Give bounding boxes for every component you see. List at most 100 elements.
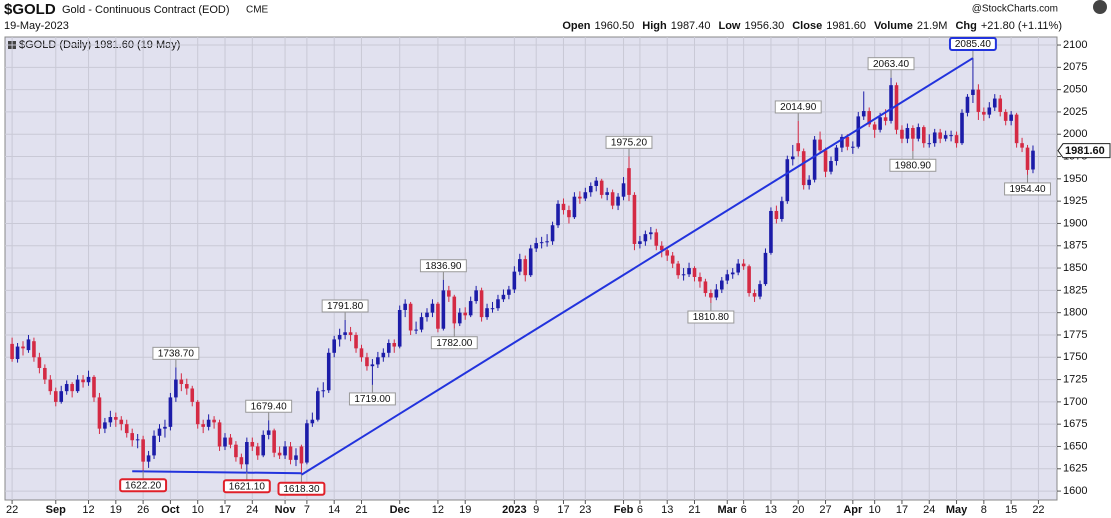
candle-body — [447, 290, 451, 297]
x-tick-label: 8 — [981, 504, 987, 516]
candle-body — [348, 332, 353, 335]
candle-body — [916, 127, 921, 139]
x-tick-label: Apr — [843, 504, 863, 516]
candle-body — [567, 210, 571, 218]
candle-body — [512, 271, 517, 290]
candle-body — [796, 143, 801, 152]
candle-body — [430, 303, 435, 313]
annotation-box — [889, 158, 937, 172]
candle-body — [130, 433, 135, 441]
candle-body — [572, 196, 577, 218]
candle-body — [479, 290, 484, 318]
candle-body — [894, 85, 899, 130]
annotation-box — [348, 392, 396, 406]
y-tick-label: 1925 — [1063, 195, 1087, 207]
candle-body — [92, 376, 96, 398]
candle-body — [720, 280, 724, 290]
candle-body — [496, 299, 500, 309]
x-tick-label: 13 — [661, 504, 673, 516]
candle-body — [64, 384, 69, 392]
annotation-box — [321, 299, 369, 313]
candle-body — [714, 289, 719, 298]
candle-body — [840, 136, 844, 148]
y-tick-label: 1850 — [1063, 262, 1087, 274]
candle-body — [752, 293, 757, 297]
candle-body — [812, 139, 817, 180]
annotation-box — [774, 100, 822, 114]
stat-label: Open — [562, 20, 590, 32]
x-tick-label: 7 — [304, 504, 310, 516]
candle-body — [528, 248, 533, 276]
candle-body — [266, 430, 271, 435]
candle-body — [190, 388, 195, 402]
candle-body — [97, 397, 102, 429]
candle-body — [474, 290, 478, 302]
x-tick-label: 2023 — [502, 504, 526, 516]
candle-body — [851, 146, 855, 148]
candle-body — [1031, 150, 1035, 170]
x-tick-label: 23 — [579, 504, 591, 516]
x-tick-label: Mar — [717, 504, 737, 516]
annotation-box — [687, 310, 735, 324]
x-tick-label: Oct — [161, 504, 180, 516]
candle-body — [310, 419, 315, 424]
candle-body — [965, 96, 970, 113]
candle-body — [932, 132, 937, 144]
y-tick-label: 1725 — [1063, 373, 1087, 385]
candle-body — [206, 419, 211, 427]
annotation-box — [277, 481, 326, 496]
x-tick-label: 24 — [246, 504, 258, 516]
stat-value: 1956.30 — [744, 20, 784, 32]
candle-body — [790, 156, 795, 160]
x-tick-label: 22 — [1032, 504, 1044, 516]
y-tick-label: 2075 — [1063, 61, 1087, 73]
candle-body — [179, 379, 184, 385]
trendline — [132, 470, 302, 475]
annotation-label: 2063.40 — [873, 59, 910, 70]
candle-body — [184, 384, 189, 389]
candle-body — [556, 203, 560, 226]
candle-body — [108, 417, 113, 423]
candle-body — [823, 150, 828, 172]
candle-body — [523, 259, 528, 276]
candle-body — [867, 111, 872, 125]
candle-body — [321, 390, 326, 392]
candle-body — [588, 185, 593, 193]
candle-body — [943, 135, 948, 139]
annotation-label: 1791.80 — [327, 301, 364, 312]
candle-body — [223, 437, 227, 447]
candle-body — [518, 259, 522, 272]
candle-body — [889, 85, 893, 121]
candle-body — [610, 192, 615, 206]
annotation-label: 1618.30 — [283, 484, 320, 495]
candle-body — [381, 352, 386, 358]
date: 19-May-2023 — [4, 20, 69, 32]
candle-body — [15, 346, 20, 360]
candle-body — [403, 303, 407, 310]
annotation-box — [152, 346, 200, 360]
stats-row: Open 1960.50 High 1987.40 Low 1956.30 Close 198… — [562, 20, 1062, 32]
stat-label: High — [642, 20, 667, 32]
candle-body — [801, 151, 806, 186]
candle-body — [763, 252, 768, 285]
annotation-label: 1738.70 — [158, 348, 195, 359]
close-icon[interactable] — [1093, 0, 1107, 14]
candle-body — [976, 89, 981, 112]
candle-body — [676, 263, 680, 276]
candle-body — [949, 135, 953, 137]
y-tick-label: 1700 — [1063, 396, 1087, 408]
candle-body — [921, 127, 926, 144]
candle-body — [245, 442, 249, 465]
stat-label: Low — [718, 20, 740, 32]
candle-body — [638, 241, 642, 244]
candle-body — [659, 245, 664, 251]
annotation-label: 1782.00 — [436, 338, 473, 349]
candle-body — [485, 308, 489, 318]
candle-body — [294, 455, 298, 460]
candle-body — [834, 147, 839, 162]
candle-body — [927, 143, 932, 145]
x-tick-label: 22 — [6, 504, 18, 516]
candle-body — [70, 384, 74, 392]
candle-body — [457, 312, 462, 324]
candle-body — [785, 159, 790, 202]
